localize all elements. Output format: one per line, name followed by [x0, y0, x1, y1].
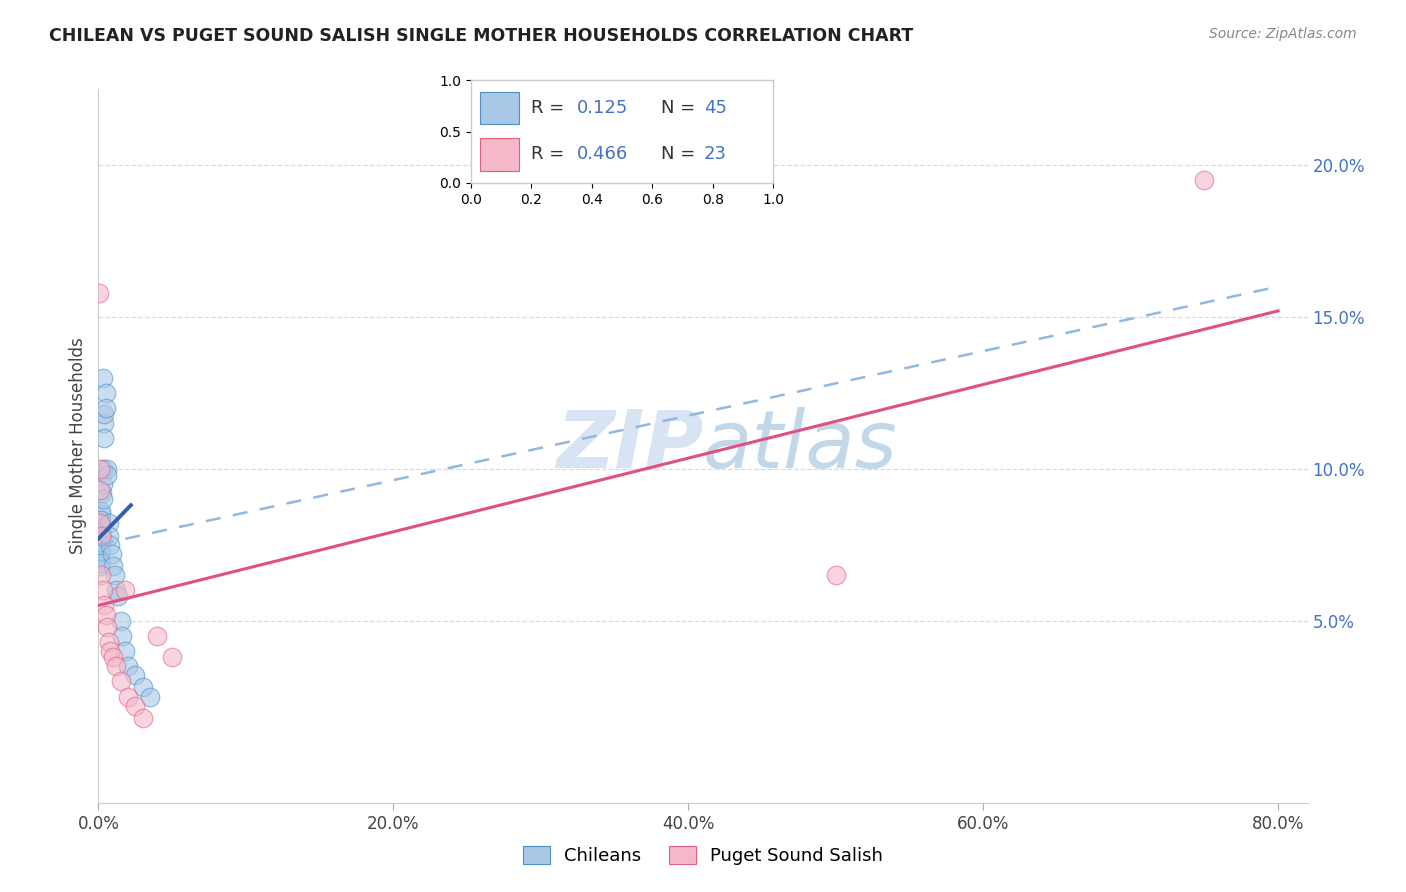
FancyBboxPatch shape — [479, 92, 519, 124]
Point — [89, 483, 111, 497]
Point — [89, 538, 111, 552]
Point — [117, 659, 139, 673]
Point — [160, 650, 183, 665]
Text: 0.125: 0.125 — [576, 99, 628, 117]
Point — [90, 528, 112, 542]
Point — [105, 583, 128, 598]
Point — [89, 538, 111, 552]
Point — [90, 508, 112, 522]
Point — [824, 568, 846, 582]
Point — [114, 583, 136, 598]
Point — [89, 547, 111, 561]
Point — [90, 504, 112, 518]
Text: atlas: atlas — [703, 407, 898, 485]
Point — [101, 650, 124, 665]
Point — [89, 462, 111, 476]
Point — [124, 698, 146, 713]
Point — [89, 516, 111, 531]
Text: R =: R = — [531, 145, 571, 163]
Point — [90, 523, 112, 537]
Point — [89, 534, 111, 549]
Point — [146, 629, 169, 643]
Point — [91, 486, 114, 500]
Point — [117, 690, 139, 704]
Point — [94, 385, 117, 400]
Point — [90, 534, 112, 549]
Point — [114, 644, 136, 658]
Point — [97, 516, 120, 531]
Point — [91, 370, 114, 384]
Text: CHILEAN VS PUGET SOUND SALISH SINGLE MOTHER HOUSEHOLDS CORRELATION CHART: CHILEAN VS PUGET SOUND SALISH SINGLE MOT… — [49, 27, 914, 45]
Point — [97, 528, 120, 542]
FancyBboxPatch shape — [479, 137, 519, 170]
Point — [96, 620, 118, 634]
Point — [90, 513, 112, 527]
Y-axis label: Single Mother Households: Single Mother Households — [69, 338, 87, 554]
Point — [89, 528, 111, 542]
Point — [110, 614, 132, 628]
Text: 23: 23 — [704, 145, 727, 163]
Text: 45: 45 — [704, 99, 727, 117]
Point — [104, 568, 127, 582]
Point — [91, 477, 114, 491]
Text: ZIP: ZIP — [555, 407, 703, 485]
Text: R =: R = — [531, 99, 571, 117]
Point — [96, 467, 118, 482]
Point — [97, 635, 120, 649]
Point — [98, 644, 121, 658]
Point — [93, 431, 115, 445]
Point — [100, 547, 122, 561]
Point — [89, 558, 111, 573]
Point — [94, 401, 117, 415]
Point — [94, 607, 117, 622]
Point — [124, 668, 146, 682]
Legend: Chileans, Puget Sound Salish: Chileans, Puget Sound Salish — [516, 839, 890, 872]
Point — [90, 568, 112, 582]
Point — [110, 674, 132, 689]
Point — [93, 407, 115, 421]
Point — [131, 681, 153, 695]
Point — [89, 543, 111, 558]
Text: N =: N = — [661, 145, 702, 163]
Text: 0.466: 0.466 — [576, 145, 628, 163]
Text: N =: N = — [661, 99, 702, 117]
Point — [89, 285, 111, 300]
Point — [98, 538, 121, 552]
Point — [89, 523, 111, 537]
Text: Source: ZipAtlas.com: Source: ZipAtlas.com — [1209, 27, 1357, 41]
Point — [90, 556, 112, 570]
Point — [93, 416, 115, 430]
Point — [1194, 173, 1216, 187]
Point — [91, 583, 114, 598]
Point — [91, 492, 114, 507]
Point — [91, 462, 114, 476]
Point — [105, 659, 128, 673]
Point — [90, 543, 112, 558]
Point — [131, 711, 153, 725]
Point — [107, 590, 129, 604]
Point — [89, 516, 111, 531]
Point — [111, 629, 134, 643]
Point — [139, 690, 162, 704]
Point — [93, 599, 115, 613]
Point — [90, 528, 112, 542]
Point — [101, 558, 124, 573]
Point — [89, 553, 111, 567]
Point — [96, 462, 118, 476]
